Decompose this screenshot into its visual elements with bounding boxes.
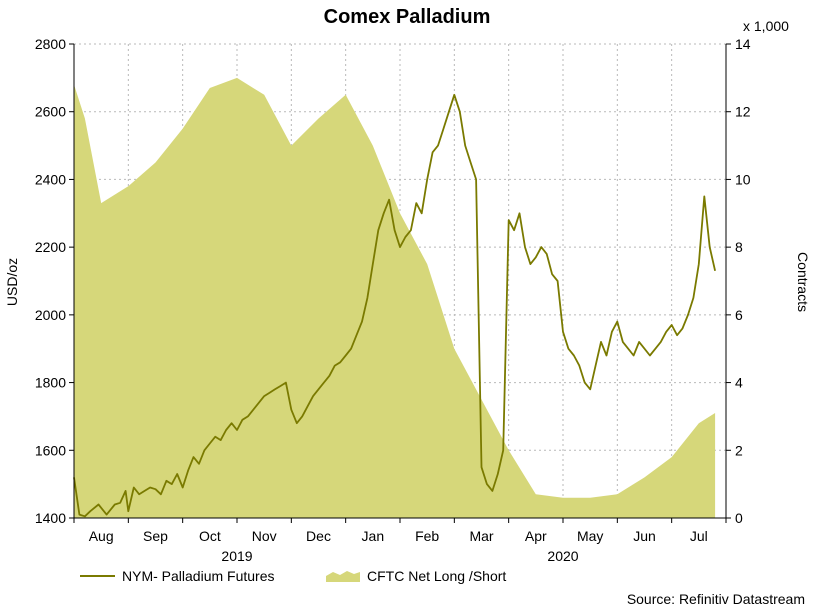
legend-area-swatch — [326, 571, 360, 582]
y-left-axis-title: USD/oz — [4, 258, 20, 306]
source-note: Source: Refinitiv Datastream — [627, 591, 805, 607]
x-month-label: Sep — [143, 528, 168, 544]
y-right-tick-label: 2 — [735, 442, 743, 458]
x-month-label: Dec — [306, 528, 331, 544]
x-year-label: 2019 — [221, 548, 252, 564]
legend-label-cftc: CFTC Net Long /Short — [367, 568, 506, 584]
ticks-layer: 1400 1600 1800 2000 2200 2400 2600 2800 0 2 4 6 8 10 1… — [35, 36, 751, 564]
y-right-tick-label: 12 — [735, 104, 751, 120]
y-right-tick-label: 8 — [735, 239, 743, 255]
y-right-unit-label: x 1,000 — [743, 18, 789, 34]
x-month-label: Aug — [89, 528, 114, 544]
y-left-tick-label: 2200 — [35, 239, 66, 255]
cftc-net-area — [74, 77, 716, 519]
x-month-label: Jan — [362, 528, 385, 544]
y-left-tick-label: 2600 — [35, 104, 66, 120]
y-left-tick-label: 2000 — [35, 307, 66, 323]
y-right-tick-label: 6 — [735, 307, 743, 323]
area-layer — [74, 77, 716, 519]
y-left-tick-label: 1800 — [35, 375, 66, 391]
chart-title: Comex Palladium — [324, 6, 491, 28]
palladium-futures-line — [73, 93, 716, 518]
x-year-label: 2020 — [547, 548, 578, 564]
y-right-tick-label: 0 — [735, 510, 743, 526]
y-right-tick-label: 10 — [735, 171, 751, 187]
x-month-label: Jul — [690, 528, 708, 544]
y-right-axis-title: Contracts — [795, 252, 811, 312]
y-left-tick-label: 1600 — [35, 442, 66, 458]
x-month-label: May — [577, 528, 603, 544]
x-month-label: Apr — [525, 528, 547, 544]
y-right-tick-label: 14 — [735, 36, 751, 52]
line-layer — [73, 93, 716, 518]
legend: NYM- Palladium Futures CFTC Net Long /Sh… — [80, 568, 506, 584]
x-month-label: Mar — [469, 528, 493, 544]
y-left-tick-label: 1400 — [35, 510, 66, 526]
x-month-label: Jun — [633, 528, 656, 544]
x-month-label: Nov — [252, 528, 277, 544]
x-month-label: Oct — [199, 528, 221, 544]
y-left-tick-label: 2800 — [35, 36, 66, 52]
y-right-tick-label: 4 — [735, 375, 743, 391]
y-left-tick-label: 2400 — [35, 171, 66, 187]
x-month-label: Feb — [415, 528, 439, 544]
legend-label-futures: NYM- Palladium Futures — [122, 568, 275, 584]
